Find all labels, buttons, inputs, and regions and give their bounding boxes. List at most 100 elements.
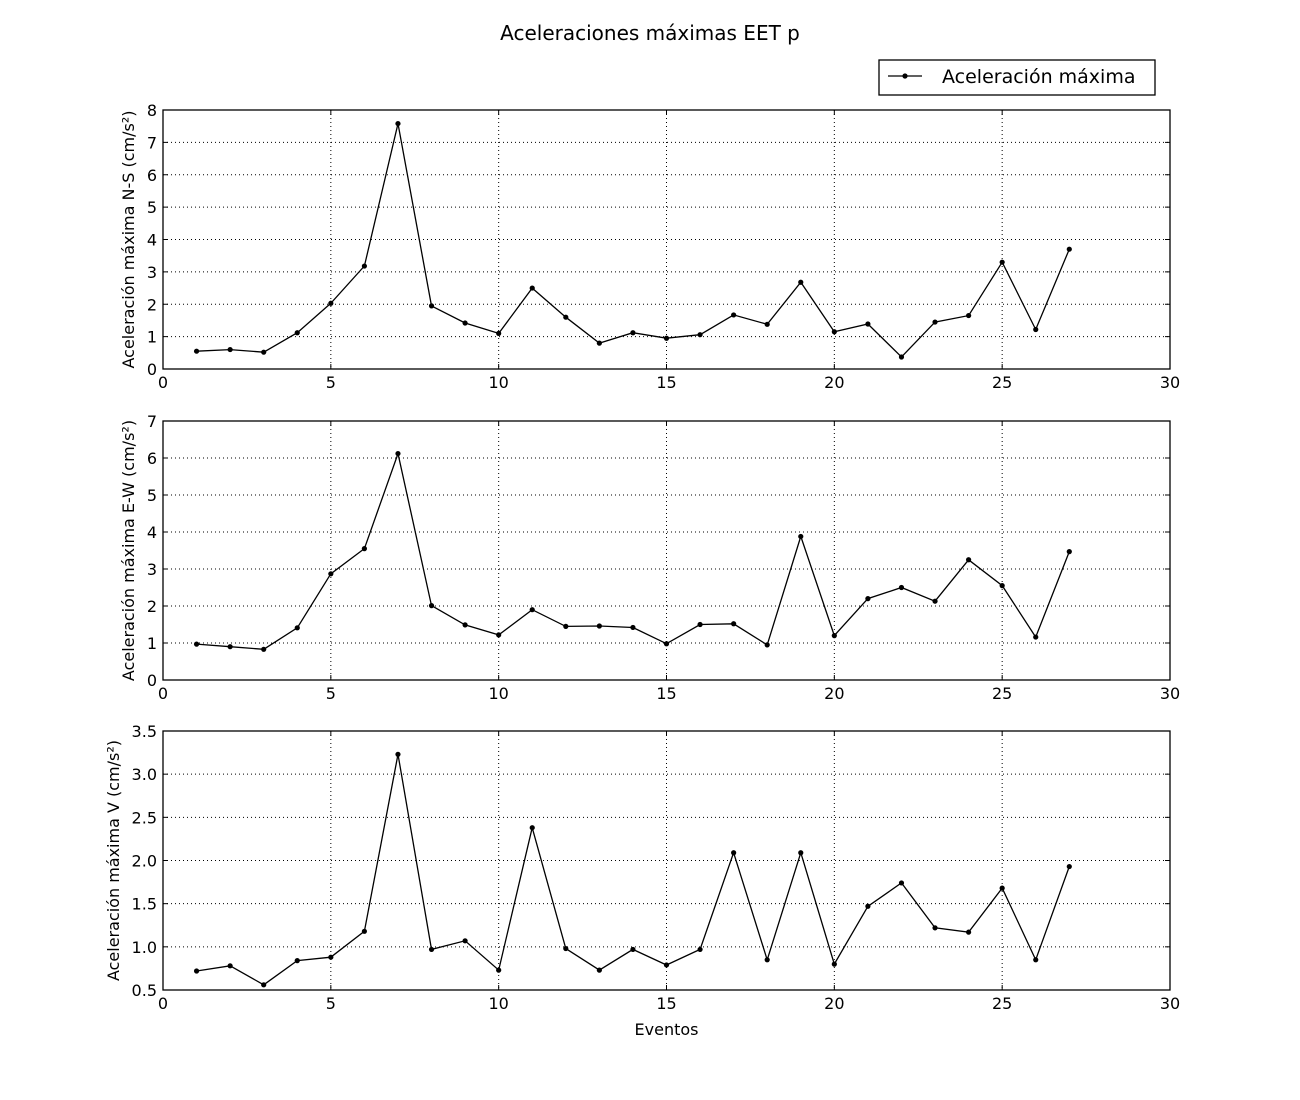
v-data-point-6 bbox=[361, 928, 367, 934]
ew-data-point-13 bbox=[596, 623, 602, 629]
v-x-tick-label-3: 15 bbox=[656, 994, 676, 1013]
ns-x-tick-label-4: 20 bbox=[824, 373, 844, 392]
ns-data-point-19 bbox=[798, 279, 804, 285]
ew-data-point-1 bbox=[193, 641, 200, 647]
v-data-point-23 bbox=[932, 925, 938, 931]
ns-y-tick-label-6: 6 bbox=[147, 166, 157, 185]
ew-data-point-20 bbox=[831, 633, 837, 639]
ns-x-tick-label-5: 25 bbox=[992, 373, 1012, 392]
ns-data-point-27 bbox=[1066, 246, 1072, 252]
ns-y-tick-label-5: 5 bbox=[147, 198, 157, 217]
v-data-point-26 bbox=[1033, 957, 1039, 963]
ew-data-point-16 bbox=[697, 621, 703, 628]
ns-data-point-17 bbox=[731, 312, 737, 318]
ns-data-point-13 bbox=[596, 340, 602, 346]
ew-data-point-4 bbox=[294, 625, 300, 631]
v-data-point-14 bbox=[630, 946, 636, 953]
legend-box bbox=[878, 59, 1156, 96]
ew-x-tick-label-3: 15 bbox=[656, 684, 676, 703]
ew-data-point-26 bbox=[1033, 634, 1039, 640]
v-x-tick-label-0: 0 bbox=[158, 994, 168, 1013]
ew-x-tick-label-5: 25 bbox=[992, 684, 1012, 703]
ew-x-tick-label-1: 5 bbox=[326, 684, 336, 703]
v-x-tick-label-1: 5 bbox=[326, 994, 336, 1013]
ew-data-point-6 bbox=[361, 546, 367, 552]
ns-x-tick-label-6: 30 bbox=[1160, 373, 1180, 392]
v-data-point-22 bbox=[898, 880, 905, 886]
ew-data-point-22 bbox=[898, 584, 905, 591]
ns-data-point-3 bbox=[261, 349, 267, 355]
v-axes-frame bbox=[162, 730, 1171, 991]
subplot-ew: 0 5 10 15 20 25 30 0 1 2 3 4 5 6 7 Aceleración máxima E… bbox=[119, 412, 1180, 703]
v-data-point-2 bbox=[227, 963, 233, 969]
ew-data-point-10 bbox=[496, 632, 502, 638]
ew-data-point-9 bbox=[462, 622, 468, 628]
v-data-point-24 bbox=[966, 929, 972, 935]
ew-y-tick-label-6: 6 bbox=[147, 449, 157, 468]
ew-y-tick-label-3: 3 bbox=[147, 560, 157, 579]
ns-data-point-12 bbox=[563, 314, 569, 320]
v-data-point-4 bbox=[294, 958, 300, 964]
legend-marker-sample bbox=[902, 73, 908, 79]
ew-data-point-21 bbox=[865, 596, 871, 602]
ns-y-tick-label-7: 7 bbox=[147, 133, 157, 152]
v-data-point-19 bbox=[798, 850, 804, 856]
ew-y-tick-label-7: 7 bbox=[147, 412, 157, 431]
ns-y-tick-label-0: 0 bbox=[147, 360, 157, 379]
ew-data-point-24 bbox=[966, 557, 972, 563]
ew-data-point-19 bbox=[798, 533, 804, 540]
ns-axes-frame bbox=[162, 109, 1171, 370]
ns-data-point-11 bbox=[529, 285, 535, 291]
ns-data-point-26 bbox=[1033, 326, 1039, 333]
ew-x-tick-label-6: 30 bbox=[1160, 684, 1180, 703]
ew-axes-frame bbox=[162, 420, 1171, 681]
ew-y-tick-label-0: 0 bbox=[147, 671, 157, 690]
ns-data-point-18 bbox=[764, 321, 770, 327]
v-data-point-3 bbox=[261, 982, 267, 988]
ew-data-point-17 bbox=[731, 621, 737, 627]
v-data-point-11 bbox=[529, 825, 535, 831]
ns-series-line-0 bbox=[196, 123, 1070, 358]
v-y-tick-label-4: 2.5 bbox=[132, 808, 157, 827]
ns-data-point-15 bbox=[663, 335, 670, 341]
ew-y-axis-label: Aceleración máxima E-W (cm/s²) bbox=[119, 420, 138, 681]
ew-data-point-5 bbox=[328, 571, 334, 577]
ew-y-tick-label-5: 5 bbox=[147, 486, 157, 505]
ew-data-point-27 bbox=[1066, 549, 1072, 555]
v-data-point-7 bbox=[395, 751, 401, 757]
v-x-tick-label-6: 30 bbox=[1160, 994, 1180, 1013]
v-data-point-8 bbox=[428, 946, 435, 953]
ew-data-point-12 bbox=[563, 623, 569, 629]
v-data-point-25 bbox=[999, 885, 1005, 891]
ns-data-point-2 bbox=[227, 346, 233, 353]
v-y-tick-label-5: 3.0 bbox=[132, 765, 157, 784]
ew-data-point-23 bbox=[932, 598, 938, 604]
v-data-point-12 bbox=[563, 945, 569, 952]
ns-data-point-23 bbox=[932, 319, 938, 325]
ew-x-tick-label-4: 20 bbox=[824, 684, 844, 703]
ns-data-point-6 bbox=[361, 263, 367, 269]
ns-x-tick-label-3: 15 bbox=[656, 373, 676, 392]
ns-y-tick-label-8: 8 bbox=[147, 101, 157, 120]
ns-data-point-7 bbox=[395, 120, 401, 127]
v-data-point-17 bbox=[731, 850, 737, 856]
v-data-point-1 bbox=[193, 968, 200, 974]
ew-x-tick-label-0: 0 bbox=[158, 684, 168, 703]
v-data-point-5 bbox=[328, 954, 334, 960]
ew-data-point-14 bbox=[630, 624, 636, 631]
ns-data-point-10 bbox=[496, 330, 502, 336]
v-x-tick-label-4: 20 bbox=[824, 994, 844, 1013]
ns-x-tick-label-2: 10 bbox=[488, 373, 508, 392]
ew-data-point-15 bbox=[663, 641, 670, 647]
ns-y-tick-label-4: 4 bbox=[147, 231, 157, 250]
ns-data-point-21 bbox=[865, 321, 871, 327]
ew-data-point-3 bbox=[261, 646, 267, 652]
v-x-tick-label-5: 25 bbox=[992, 994, 1012, 1013]
ns-x-tick-label-0: 0 bbox=[158, 373, 168, 392]
v-y-axis-label: Aceleración máxima V (cm/s²) bbox=[104, 740, 123, 981]
ns-data-point-20 bbox=[831, 329, 837, 335]
legend: Aceleración máxima bbox=[878, 59, 1156, 96]
v-data-point-9 bbox=[462, 938, 468, 944]
